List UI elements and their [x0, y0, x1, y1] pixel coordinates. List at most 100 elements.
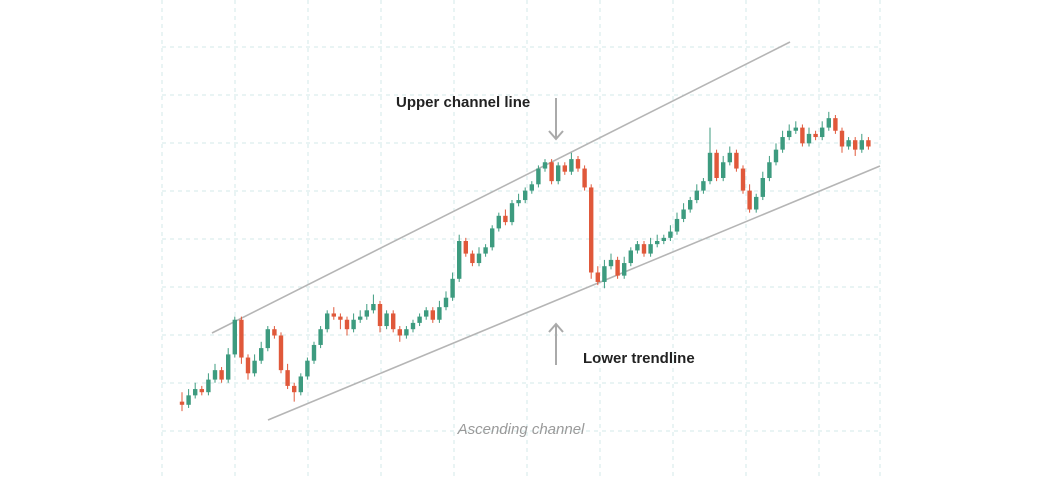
- candle: [813, 130, 818, 141]
- candle-body: [325, 313, 330, 330]
- candle-body: [417, 316, 422, 323]
- candle: [595, 266, 600, 286]
- candle: [655, 234, 660, 248]
- candle: [430, 307, 435, 323]
- candle: [661, 234, 666, 245]
- candle: [259, 341, 264, 364]
- candle: [509, 200, 515, 226]
- candle: [806, 127, 812, 147]
- candle-body: [503, 215, 508, 223]
- candle-body: [285, 370, 290, 386]
- candle: [760, 171, 765, 201]
- candle: [536, 165, 541, 188]
- candle-body: [272, 329, 277, 336]
- candle: [608, 253, 614, 270]
- candle: [443, 291, 449, 311]
- candle: [826, 111, 831, 131]
- candle: [668, 225, 673, 241]
- candle: [404, 326, 409, 339]
- candle-body: [866, 140, 871, 147]
- candle-body: [747, 190, 752, 210]
- candle: [503, 209, 508, 226]
- candle-body: [806, 133, 812, 144]
- down-arrow-icon: [548, 98, 564, 141]
- candle: [239, 316, 244, 364]
- candle-body: [859, 140, 864, 150]
- candle: [424, 307, 429, 320]
- candle-body: [457, 241, 462, 279]
- candle: [219, 367, 224, 383]
- candle: [740, 165, 746, 194]
- candle-body: [496, 215, 501, 229]
- candle: [457, 234, 462, 282]
- candle: [272, 326, 277, 339]
- candle: [589, 184, 594, 279]
- candle: [767, 155, 772, 182]
- candle-body: [516, 200, 521, 204]
- candle-body: [523, 190, 528, 201]
- candle-body: [364, 310, 369, 317]
- candle: [866, 137, 871, 150]
- candle-body: [615, 259, 620, 276]
- candle-body: [681, 209, 686, 219]
- candle-body: [707, 152, 713, 182]
- candle-body: [608, 259, 614, 267]
- upper-channel-line: [211, 41, 791, 334]
- candle: [417, 313, 422, 327]
- candle-body: [826, 118, 831, 128]
- candle-body: [793, 127, 798, 131]
- candle-body: [344, 319, 350, 330]
- candle: [787, 124, 792, 141]
- candle-body: [358, 316, 363, 320]
- candle: [701, 178, 706, 194]
- candle-body: [424, 310, 429, 317]
- candle: [476, 247, 482, 267]
- lower-trendline-label: Lower trendline: [583, 350, 695, 367]
- candle-body: [562, 165, 567, 172]
- candle: [358, 310, 363, 323]
- candle-body: [800, 127, 805, 144]
- candle-body: [529, 184, 534, 191]
- candle: [318, 326, 323, 349]
- candle-body: [549, 162, 554, 182]
- candle-body: [701, 181, 706, 191]
- candle: [516, 193, 521, 207]
- candle: [839, 127, 845, 153]
- candle: [747, 184, 752, 213]
- candle: [615, 256, 620, 279]
- candle-body: [212, 370, 218, 380]
- candle-body: [410, 322, 416, 330]
- candle: [311, 341, 317, 364]
- candle: [846, 137, 851, 150]
- candle-body: [536, 168, 541, 185]
- candle-body: [384, 313, 389, 327]
- candle-body: [450, 278, 455, 298]
- candle: [325, 310, 330, 333]
- candle-body: [688, 200, 693, 210]
- candle: [681, 203, 686, 223]
- candle-body: [648, 244, 653, 254]
- candle-body: [661, 237, 666, 241]
- candle: [853, 137, 858, 156]
- candle: [641, 241, 647, 257]
- candle: [628, 247, 633, 267]
- candle-body: [846, 140, 851, 147]
- lower-trendline-line: [267, 165, 881, 421]
- channel-lines: [211, 41, 881, 421]
- candle: [265, 326, 270, 352]
- candle-body: [721, 162, 726, 178]
- candle-body: [179, 401, 185, 405]
- candle: [575, 155, 581, 172]
- candle-body: [490, 228, 495, 248]
- candle: [384, 310, 389, 330]
- candle-body: [839, 130, 845, 147]
- candle-body: [628, 250, 633, 264]
- candle: [331, 307, 336, 320]
- candle: [278, 332, 284, 374]
- candle-body: [311, 344, 317, 361]
- candle: [754, 193, 759, 213]
- candle: [212, 363, 218, 383]
- annotations: Upper channel line Lower trendline Ascen…: [396, 94, 695, 438]
- candle: [694, 184, 699, 204]
- candle: [523, 187, 528, 204]
